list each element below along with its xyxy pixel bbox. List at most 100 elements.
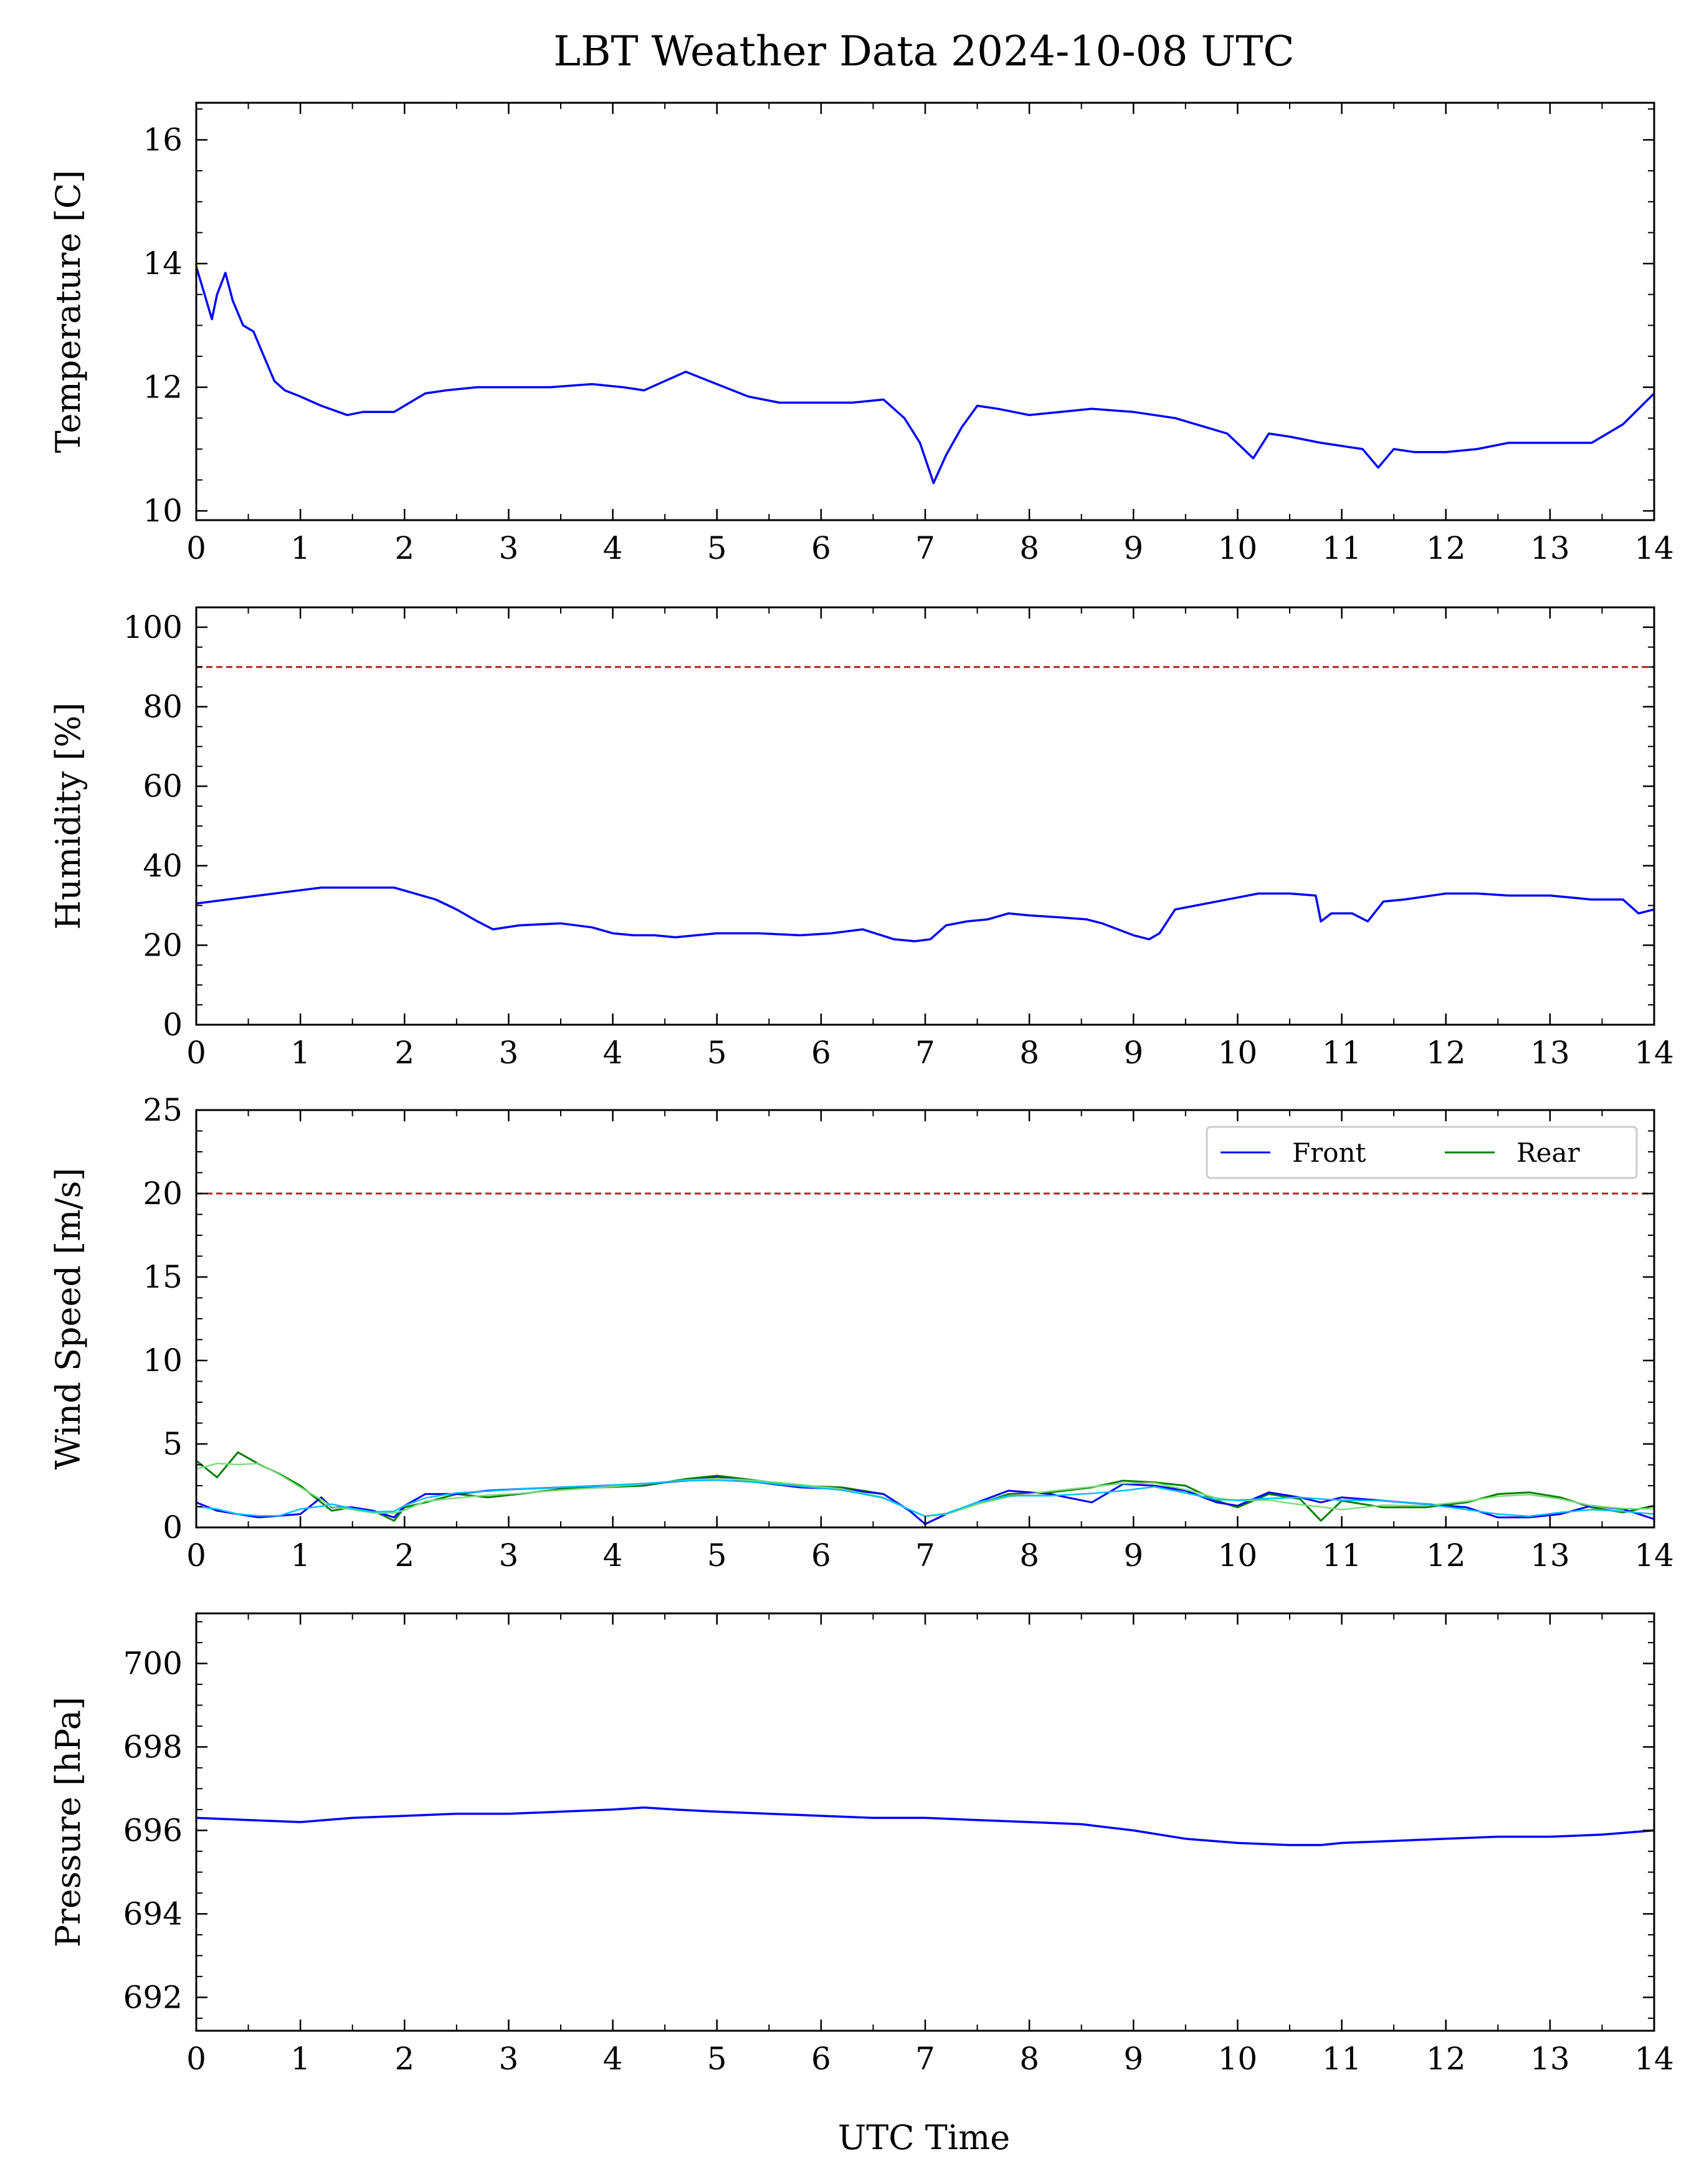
x-tick-label: 0 [186, 2041, 206, 2077]
wind-speed-smoothed-rear [196, 1463, 1654, 1517]
humidity-panel: 0 1 2 3 4 5 6 7 8 9 10 11 12 13 14020406080100Humidity… [49, 606, 1674, 1071]
y-tick-label: 0 [163, 1509, 183, 1545]
x-tick-label: 14 [1634, 2041, 1674, 2077]
x-tick-label: 6 [811, 2041, 831, 2077]
y-tick-label: 10 [143, 493, 183, 529]
y-tick-label: 25 [143, 1092, 183, 1128]
y-tick-label: 700 [123, 1645, 183, 1681]
x-tick-label: 10 [1218, 2041, 1258, 2077]
x-tick-label: 1 [290, 2041, 310, 2077]
x-tick-label: 12 [1426, 2041, 1466, 2077]
x-tick-label: 1 [290, 530, 310, 566]
x-tick-label: 14 [1634, 530, 1674, 566]
x-axis-label: UTC Time [838, 2118, 1010, 2157]
x-tick-label: 8 [1019, 1035, 1039, 1071]
x-tick-label: 3 [499, 2041, 519, 2077]
x-tick-label: 2 [394, 1537, 414, 1574]
x-tick-label: 10 [1218, 1035, 1258, 1071]
x-tick-label: 7 [915, 2041, 935, 2077]
x-tick-label: 4 [603, 2041, 623, 2077]
y-tick-label: 694 [123, 1896, 183, 1932]
y-tick-label: 80 [143, 689, 183, 725]
x-tick-label: 6 [811, 530, 831, 566]
x-tick-label: 1 [290, 1537, 310, 1574]
x-tick-label: 10 [1218, 1537, 1258, 1574]
y-tick-label: 692 [123, 1979, 183, 2015]
x-tick-label: 9 [1123, 530, 1143, 566]
x-tick-label: 4 [603, 1537, 623, 1574]
x-tick-label: 14 [1634, 1537, 1674, 1574]
y-tick-label: 16 [143, 122, 183, 158]
x-tick-label: 2 [394, 530, 414, 566]
x-tick-label: 13 [1530, 2041, 1570, 2077]
temperature-series-line [196, 266, 1654, 485]
x-tick-label: 9 [1123, 2041, 1143, 2077]
x-tick-label: 9 [1123, 1035, 1143, 1071]
x-tick-label: 8 [1019, 1537, 1039, 1574]
x-tick-label: 4 [603, 1035, 623, 1071]
x-tick-label: 8 [1019, 2041, 1039, 2077]
pressure-series-line [196, 1806, 1654, 1846]
x-tick-label: 9 [1123, 1537, 1143, 1574]
y-tick-label: 0 [163, 1007, 183, 1043]
x-tick-label: 4 [603, 530, 623, 566]
x-tick-label: 10 [1218, 530, 1258, 566]
x-tick-label: 7 [915, 1035, 935, 1071]
humidity-y-axis-label: Humidity [%] [49, 702, 88, 929]
x-tick-label: 12 [1426, 1035, 1466, 1071]
x-tick-label: 5 [707, 1035, 727, 1071]
x-tick-label: 7 [915, 530, 935, 566]
x-tick-label: 13 [1530, 1537, 1570, 1574]
x-tick-label: 0 [186, 530, 206, 566]
x-tick-label: 3 [499, 1035, 519, 1071]
wind-speed-smoothed-front [196, 1479, 1654, 1517]
x-tick-label: 0 [186, 1035, 206, 1071]
x-tick-label: 0 [186, 1537, 206, 1574]
wind-speed-y-axis-label: Wind Speed [m/s] [49, 1168, 88, 1470]
legend-label-front: Front [1292, 1137, 1366, 1168]
x-tick-label: 11 [1322, 530, 1362, 566]
x-tick-label: 5 [707, 2041, 727, 2077]
chart-title: LBT Weather Data 2024-10-08 UTC [553, 27, 1295, 75]
legend-label-rear: Rear [1516, 1137, 1581, 1168]
y-tick-label: 698 [123, 1729, 183, 1765]
x-tick-label: 14 [1634, 1035, 1674, 1071]
x-tick-label: 13 [1530, 1035, 1570, 1071]
y-tick-label: 696 [123, 1812, 183, 1848]
temperature-panel: 0 1 2 3 4 5 6 7 8 9 10 11 12 13 1410121416Temperature … [49, 102, 1674, 566]
pressure-plot-frame [195, 1612, 1655, 2032]
x-tick-label: 5 [707, 530, 727, 566]
y-tick-label: 20 [143, 1175, 183, 1212]
x-tick-label: 6 [811, 1537, 831, 1574]
y-tick-label: 20 [143, 927, 183, 963]
x-tick-label: 1 [290, 1035, 310, 1071]
pressure-y-axis-label: Pressure [hPa] [49, 1697, 88, 1947]
x-tick-label: 2 [394, 2041, 414, 2077]
x-tick-label: 13 [1530, 530, 1570, 566]
y-tick-label: 12 [143, 369, 183, 406]
x-tick-label: 5 [707, 1537, 727, 1574]
y-tick-label: 40 [143, 848, 183, 884]
x-tick-label: 3 [499, 530, 519, 566]
x-tick-label: 2 [394, 1035, 414, 1071]
x-tick-label: 12 [1426, 530, 1466, 566]
x-tick-label: 12 [1426, 1537, 1466, 1574]
chart-panels: 0 1 2 3 4 5 6 7 8 9 10 11 12 13 1410121416Temperature … [49, 102, 1674, 2077]
x-tick-label: 11 [1322, 1035, 1362, 1071]
x-tick-label: 11 [1322, 1537, 1362, 1574]
temperature-y-axis-label: Temperature [C] [49, 170, 88, 453]
humidity-plot-frame [195, 606, 1655, 1026]
y-tick-label: 60 [143, 768, 183, 804]
x-tick-label: 11 [1322, 2041, 1362, 2077]
y-tick-label: 14 [143, 245, 183, 282]
x-tick-label: 6 [811, 1035, 831, 1071]
x-tick-label: 8 [1019, 530, 1039, 566]
x-tick-label: 3 [499, 1537, 519, 1574]
wind-speed-series-rear [196, 1451, 1654, 1526]
pressure-panel: 0 1 2 3 4 5 6 7 8 9 10 11 12 13 14692694696698700Press… [49, 1612, 1674, 2077]
humidity-series-line [196, 886, 1654, 942]
legend: Front Rear [1206, 1126, 1638, 1179]
y-tick-label: 100 [123, 609, 183, 645]
